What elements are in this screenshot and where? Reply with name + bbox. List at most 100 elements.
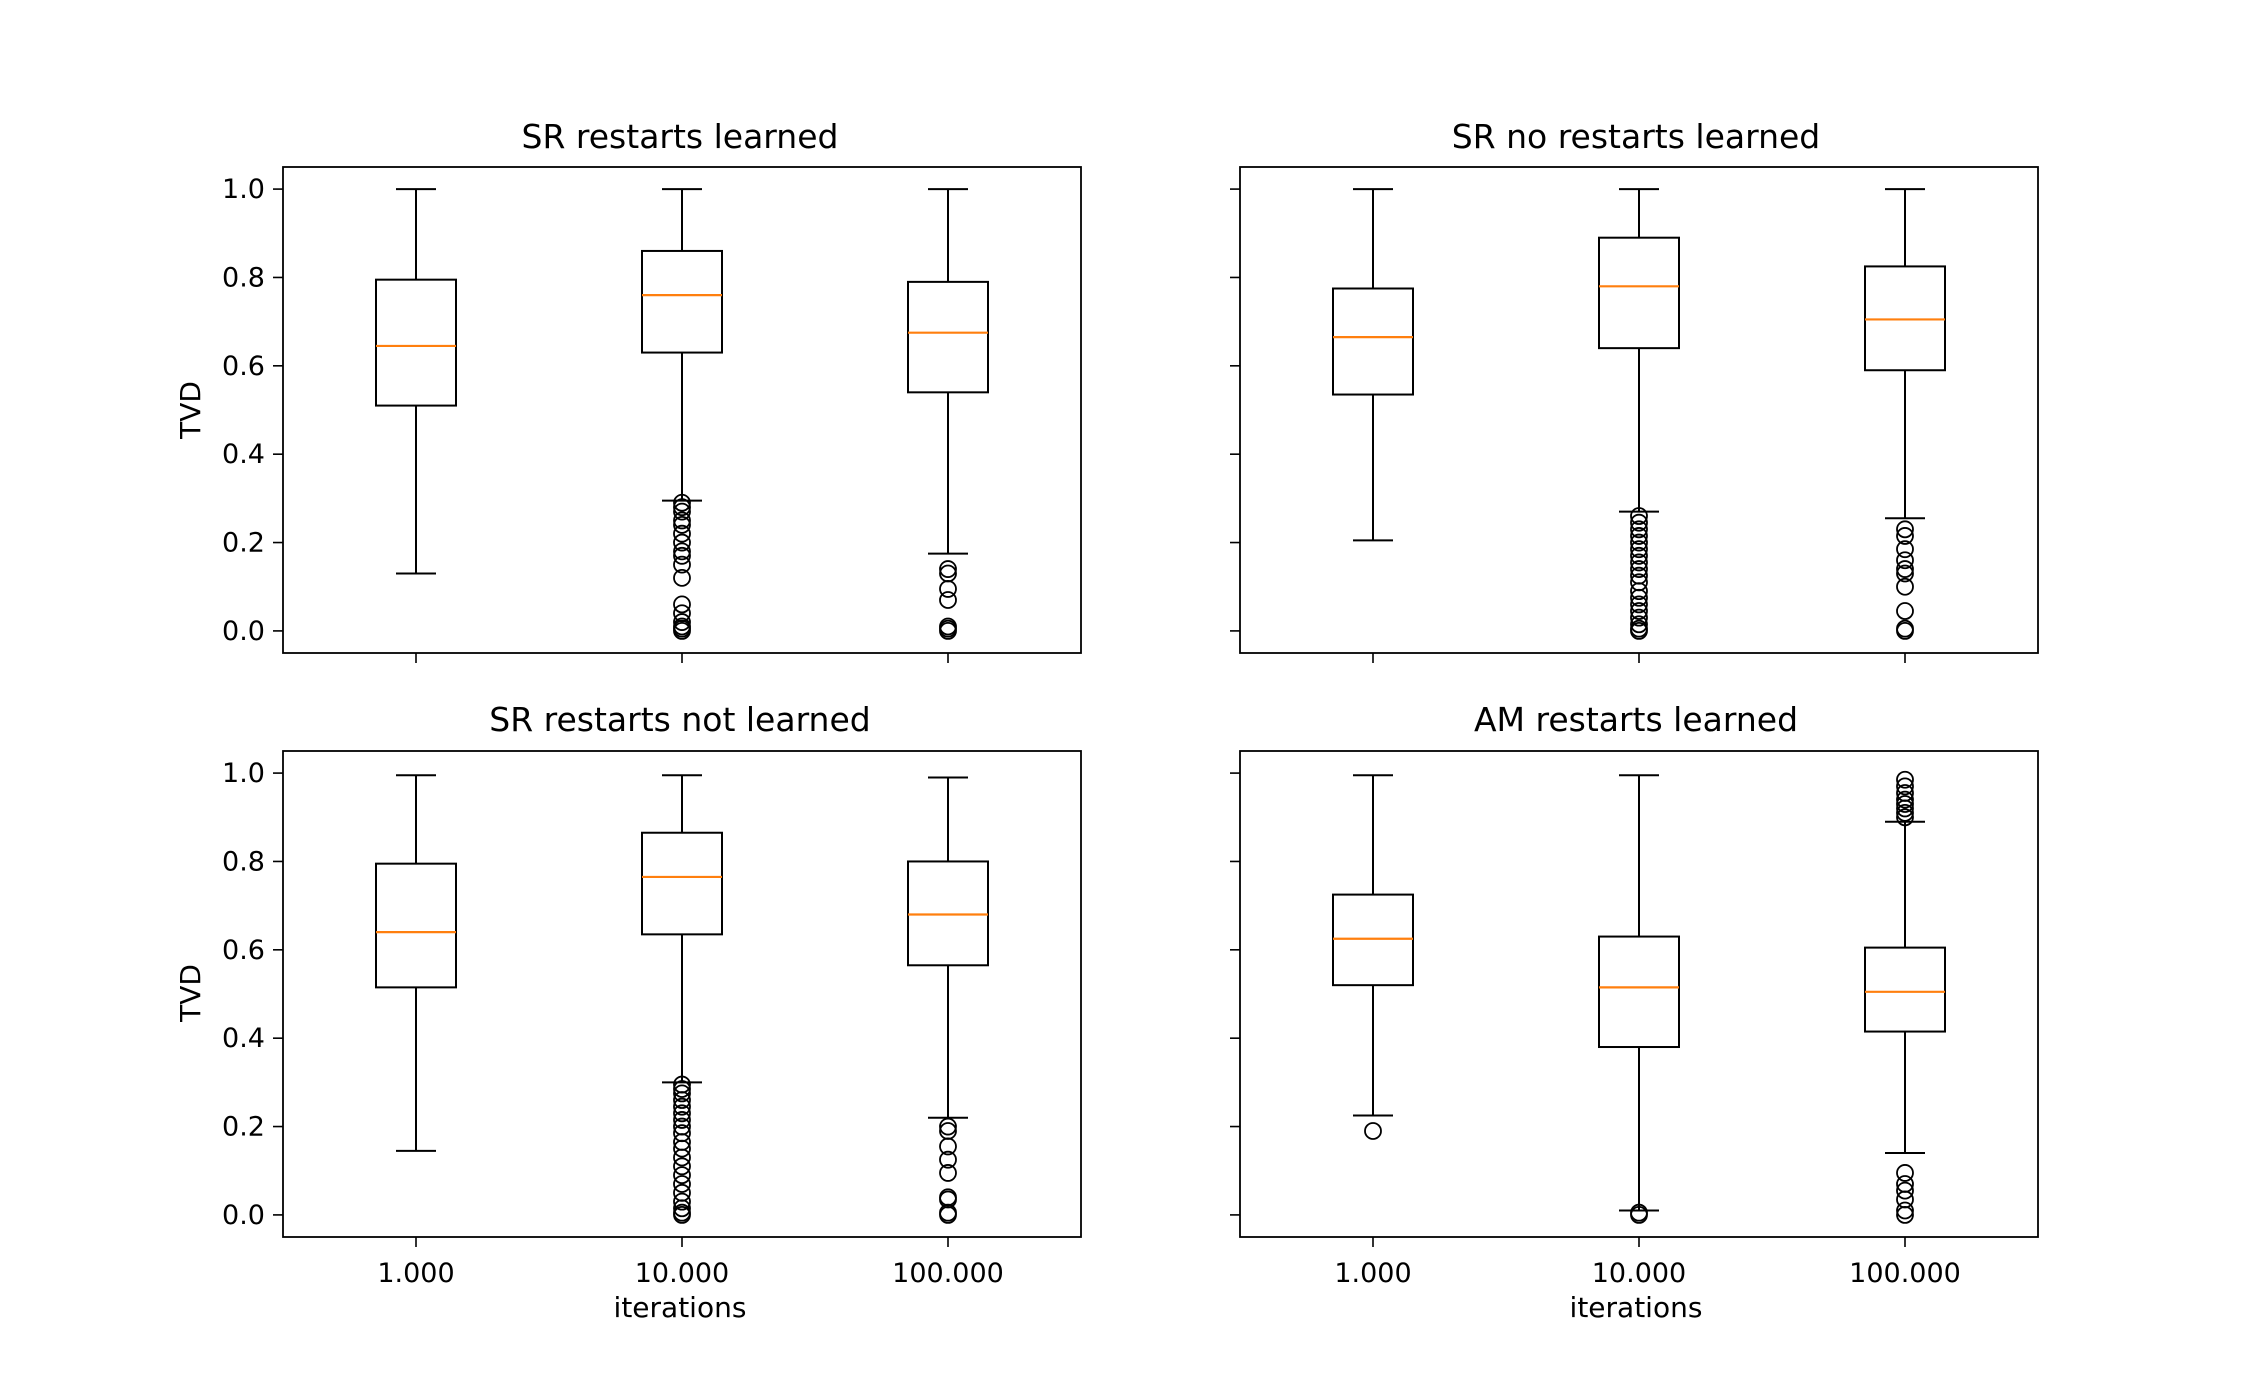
outlier-point: [673, 1199, 691, 1218]
y-tick-label: 0.8: [222, 262, 265, 293]
outlier-point: [1896, 564, 1914, 583]
outlier-point: [673, 555, 691, 574]
outlier-point: [673, 498, 691, 517]
outlier-point: [1364, 1122, 1382, 1140]
outlier-point: [673, 511, 691, 530]
outlier-point: [1896, 527, 1914, 545]
x-tick-label: 1.000: [1334, 1258, 1411, 1289]
outlier-point: [1896, 540, 1914, 559]
outlier-point: [1630, 553, 1648, 572]
outlier-point: [939, 1206, 957, 1224]
outlier-point: [1896, 1164, 1914, 1182]
outlier-point: [1630, 588, 1648, 607]
outlier-point: [1630, 513, 1648, 532]
outlier-point: [673, 1084, 691, 1103]
iqr-box: [1332, 893, 1414, 987]
outlier-point: [673, 533, 691, 552]
outlier-point: [1896, 602, 1914, 620]
y-tick-label: 0.0: [222, 1200, 265, 1231]
panel-title: SR restarts learned: [522, 117, 839, 156]
outlier-point: [1630, 546, 1648, 565]
box-plot-100.000: [907, 776, 989, 1224]
y-axis-label: TVD: [174, 381, 207, 440]
iqr-box: [641, 249, 723, 354]
iqr-box: [1598, 935, 1680, 1049]
outlier-point: [673, 1080, 691, 1098]
outlier-point: [673, 1111, 691, 1129]
box-plot-10.000: [1598, 188, 1680, 640]
outlier-point: [673, 1097, 691, 1116]
outlier-point: [673, 1091, 691, 1109]
outlier-point: [1630, 1206, 1648, 1224]
box-plot-100.000: [1864, 770, 1946, 1224]
iqr-box: [641, 831, 723, 936]
outlier-point: [673, 515, 691, 534]
x-tick-label: 10.000: [1592, 1258, 1686, 1289]
panel-am-restarts-learned: AM restarts learned iterations 1.000 10.0…: [1230, 700, 2039, 1324]
panel-title: SR restarts not learned: [489, 700, 870, 739]
outlier-point: [1896, 622, 1914, 640]
outlier-point: [1630, 595, 1648, 614]
outlier-point: [1630, 533, 1648, 552]
iqr-box: [1864, 265, 1946, 372]
iqr-box: [1864, 946, 1946, 1033]
outlier-point: [939, 1150, 957, 1169]
x-tick-label: 100.000: [1849, 1258, 1961, 1289]
outlier-point: [1896, 808, 1914, 827]
y-tick-label: 0.2: [222, 528, 265, 559]
outlier-point: [1896, 790, 1914, 809]
outlier-point: [939, 622, 957, 640]
box-plot-100.000: [1864, 188, 1946, 640]
x-axis-label: iterations: [1570, 1291, 1703, 1324]
box-plot-1.000: [1332, 774, 1414, 1140]
iqr-box: [1332, 287, 1414, 396]
outlier-point: [1630, 527, 1648, 545]
outlier-point: [1896, 799, 1914, 818]
y-tick-label: 0.6: [222, 351, 265, 382]
panel-sr-no-restarts-learned: SR no restarts learned: [1230, 117, 2039, 663]
outlier-point: [939, 1117, 957, 1136]
outlier-point: [673, 502, 691, 521]
outlier-point: [939, 580, 957, 598]
outlier-point: [673, 622, 691, 640]
outlier-point: [1630, 615, 1648, 634]
outlier-point: [939, 1164, 957, 1182]
x-axis-label: iterations: [614, 1291, 747, 1324]
outlier-point: [1630, 622, 1648, 640]
outlier-point: [673, 613, 691, 631]
outlier-point: [673, 1175, 691, 1193]
y-tick-label: 0.4: [222, 439, 265, 470]
outlier-point: [673, 1104, 691, 1123]
x-tick-label: 1.000: [377, 1258, 454, 1289]
panel-sr-restarts-learned: SR restarts learned TVD 0.0 0.2 0.4 0.6 0.8 1…: [174, 117, 1082, 663]
box-plot-1.000: [1332, 188, 1414, 542]
outlier-point: [1896, 560, 1914, 578]
box-plot-10.000: [641, 188, 723, 640]
outlier-point: [673, 1139, 691, 1158]
iqr-box: [907, 280, 989, 394]
box-plot-1.000: [375, 774, 457, 1152]
outlier-point: [939, 591, 957, 609]
y-tick-label: 0.0: [222, 616, 265, 647]
outlier-point: [1896, 777, 1914, 796]
outlier-point: [1630, 507, 1648, 525]
outlier-point: [673, 1206, 691, 1224]
outlier-point: [1630, 608, 1648, 627]
y-tick-label: 0.4: [222, 1023, 265, 1054]
outlier-point: [673, 1166, 691, 1185]
outlier-point: [1896, 803, 1914, 822]
y-tick-label: 0.6: [222, 935, 265, 966]
outlier-point: [673, 542, 691, 561]
outlier-point: [1630, 560, 1648, 578]
y-tick-label: 0.2: [222, 1112, 265, 1143]
outlier-point: [939, 560, 957, 578]
outlier-point: [673, 1148, 691, 1167]
outlier-point: [1630, 582, 1648, 601]
outlier-point: [673, 1157, 691, 1176]
box-plot-10.000: [1598, 774, 1680, 1224]
outlier-point: [673, 595, 691, 614]
outlier-point: [673, 524, 691, 543]
outlier-point: [1896, 520, 1914, 539]
box-plot-1.000: [375, 188, 457, 575]
